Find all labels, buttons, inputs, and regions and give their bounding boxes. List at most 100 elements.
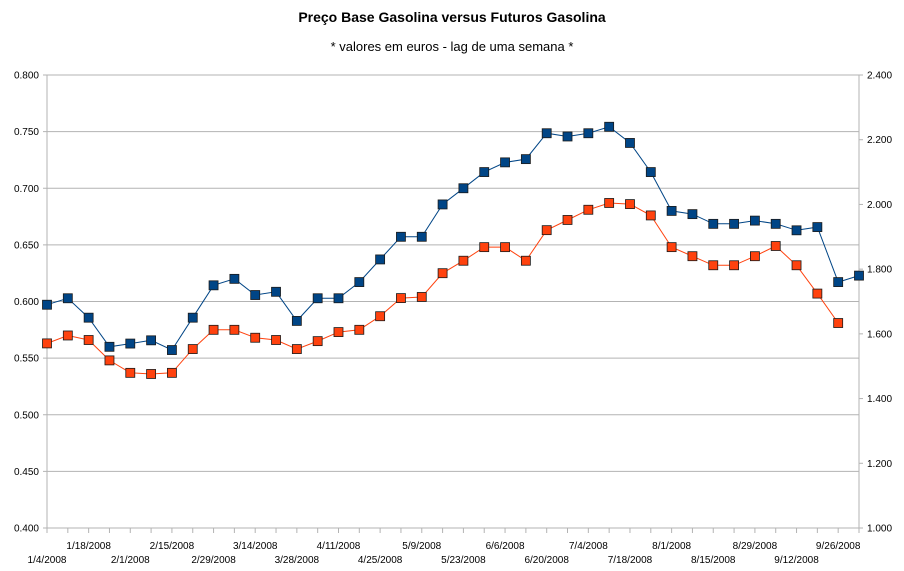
series-2-marker — [62, 293, 73, 304]
series-2-marker — [604, 121, 615, 132]
left-axis-tick-label: 0.400 — [14, 524, 39, 535]
series-2-marker — [479, 167, 490, 177]
series-1-marker — [333, 327, 344, 337]
series-1-marker — [687, 251, 698, 262]
series-2-marker — [396, 231, 406, 242]
right-axis-tick-label: 1.200 — [867, 459, 892, 470]
series-2-marker — [541, 128, 552, 139]
right-axis-tick-label: 2.200 — [867, 135, 892, 146]
series-2-marker — [104, 341, 115, 352]
series-1-marker — [791, 260, 802, 271]
series-2-marker — [271, 286, 281, 297]
series-2-line — [46, 126, 860, 351]
x-axis-tick-label: 2/15/2008 — [150, 541, 195, 552]
series-1-marker — [396, 293, 406, 304]
series-2-marker — [749, 215, 760, 226]
x-axis-tick-label: 9/26/2008 — [816, 541, 861, 552]
series-1-marker — [458, 255, 469, 266]
left-axis-tick-label: 0.450 — [14, 467, 39, 478]
series-1-marker — [541, 225, 552, 236]
x-axis-tick-label: 3/28/2008 — [275, 555, 320, 566]
series-2-marker — [333, 293, 344, 304]
x-axis-tick-label: 5/23/2008 — [441, 555, 486, 566]
series-2-marker — [437, 199, 448, 210]
series-2-marker — [291, 316, 302, 326]
series-1-marker — [167, 367, 177, 378]
series-2-marker — [583, 128, 594, 139]
series-2-marker — [708, 218, 719, 229]
x-axis-tick-label: 2/1/2008 — [111, 555, 150, 566]
series-2-marker — [250, 290, 261, 300]
series-1-marker — [62, 330, 73, 341]
series-1-marker — [250, 332, 261, 343]
x-axis-tick-label: 4/11/2008 — [317, 541, 361, 552]
series-2-marker — [416, 231, 427, 242]
series-1-marker — [146, 369, 157, 379]
series-2-marker — [146, 335, 157, 346]
x-axis-tick-label: 6/6/2008 — [486, 541, 525, 552]
right-axis-tick-label: 2.000 — [867, 200, 892, 211]
series-2-marker — [312, 293, 323, 304]
series-2-marker — [854, 270, 864, 281]
right-axis-tick-label: 2.400 — [867, 71, 892, 82]
left-axis-tick-label: 0.650 — [14, 240, 39, 251]
series-1-marker — [729, 260, 739, 271]
series-1-marker — [354, 324, 365, 335]
series-2-marker — [791, 225, 802, 236]
series-2-marker — [770, 218, 781, 229]
series-2-marker — [687, 209, 698, 220]
left-axis-tick-label: 0.600 — [14, 297, 39, 308]
x-axis-tick-label: 7/18/2008 — [608, 555, 653, 566]
right-axis-tick-label: 1.800 — [867, 265, 892, 276]
right-axis-tick-label: 1.400 — [867, 394, 892, 405]
series-1-marker — [437, 268, 448, 279]
series-2-marker — [500, 157, 510, 168]
x-axis-tick-label: 8/1/2008 — [652, 541, 691, 552]
x-axis-tick-label: 1/18/2008 — [66, 541, 111, 552]
series-1-marker — [479, 242, 490, 253]
series-1-marker — [625, 199, 635, 210]
series-2-marker — [375, 254, 386, 265]
series-2-marker — [208, 280, 219, 291]
series-2-marker — [812, 222, 823, 232]
series-2-marker — [666, 205, 677, 216]
series-2-marker — [354, 277, 365, 287]
series-1-marker — [125, 367, 136, 378]
series-2-marker — [645, 167, 656, 177]
series-2-marker — [187, 312, 198, 323]
series-1-marker — [500, 242, 510, 253]
chart-title: Preço Base Gasolina versus Futuros Gasol… — [298, 9, 606, 25]
series-2-marker — [520, 154, 531, 165]
series-1-marker — [187, 344, 198, 354]
series-2-marker — [833, 277, 844, 287]
x-axis-tick-label: 5/9/2008 — [402, 541, 441, 552]
series-1-marker — [312, 336, 323, 347]
right-axis-tick-label: 1.000 — [867, 524, 892, 535]
left-axis-tick-label: 0.800 — [14, 71, 39, 82]
left-axis-tick-label: 0.500 — [14, 410, 39, 421]
series-1-marker — [749, 251, 760, 262]
chart-subtitle: * valores em euros - lag de uma semana * — [330, 39, 574, 54]
series-1-marker — [708, 260, 719, 271]
series-1-marker — [562, 215, 573, 225]
series-2-marker — [229, 273, 240, 284]
series-1-marker — [375, 311, 386, 322]
left-axis-tick-label: 0.750 — [14, 127, 39, 138]
x-axis-tick-label: 3/14/2008 — [233, 541, 278, 552]
series-1-marker — [83, 335, 94, 345]
series-2-marker — [729, 218, 739, 229]
x-axis-tick-label: 1/4/2008 — [28, 555, 67, 566]
series-1-marker — [520, 255, 531, 266]
series-1-marker — [604, 198, 615, 208]
right-axis-tick-label: 1.600 — [867, 329, 892, 340]
left-axis-tick-label: 0.700 — [14, 184, 39, 195]
series-1-marker — [833, 318, 844, 328]
series-1-marker — [812, 288, 823, 299]
series-2-marker — [125, 338, 136, 349]
series-1-marker — [645, 210, 656, 221]
left-axis-tick-label: 0.550 — [14, 354, 39, 365]
series-1-marker — [291, 344, 302, 354]
x-axis-tick-label: 6/20/2008 — [524, 555, 569, 566]
series-1-marker — [42, 338, 52, 349]
